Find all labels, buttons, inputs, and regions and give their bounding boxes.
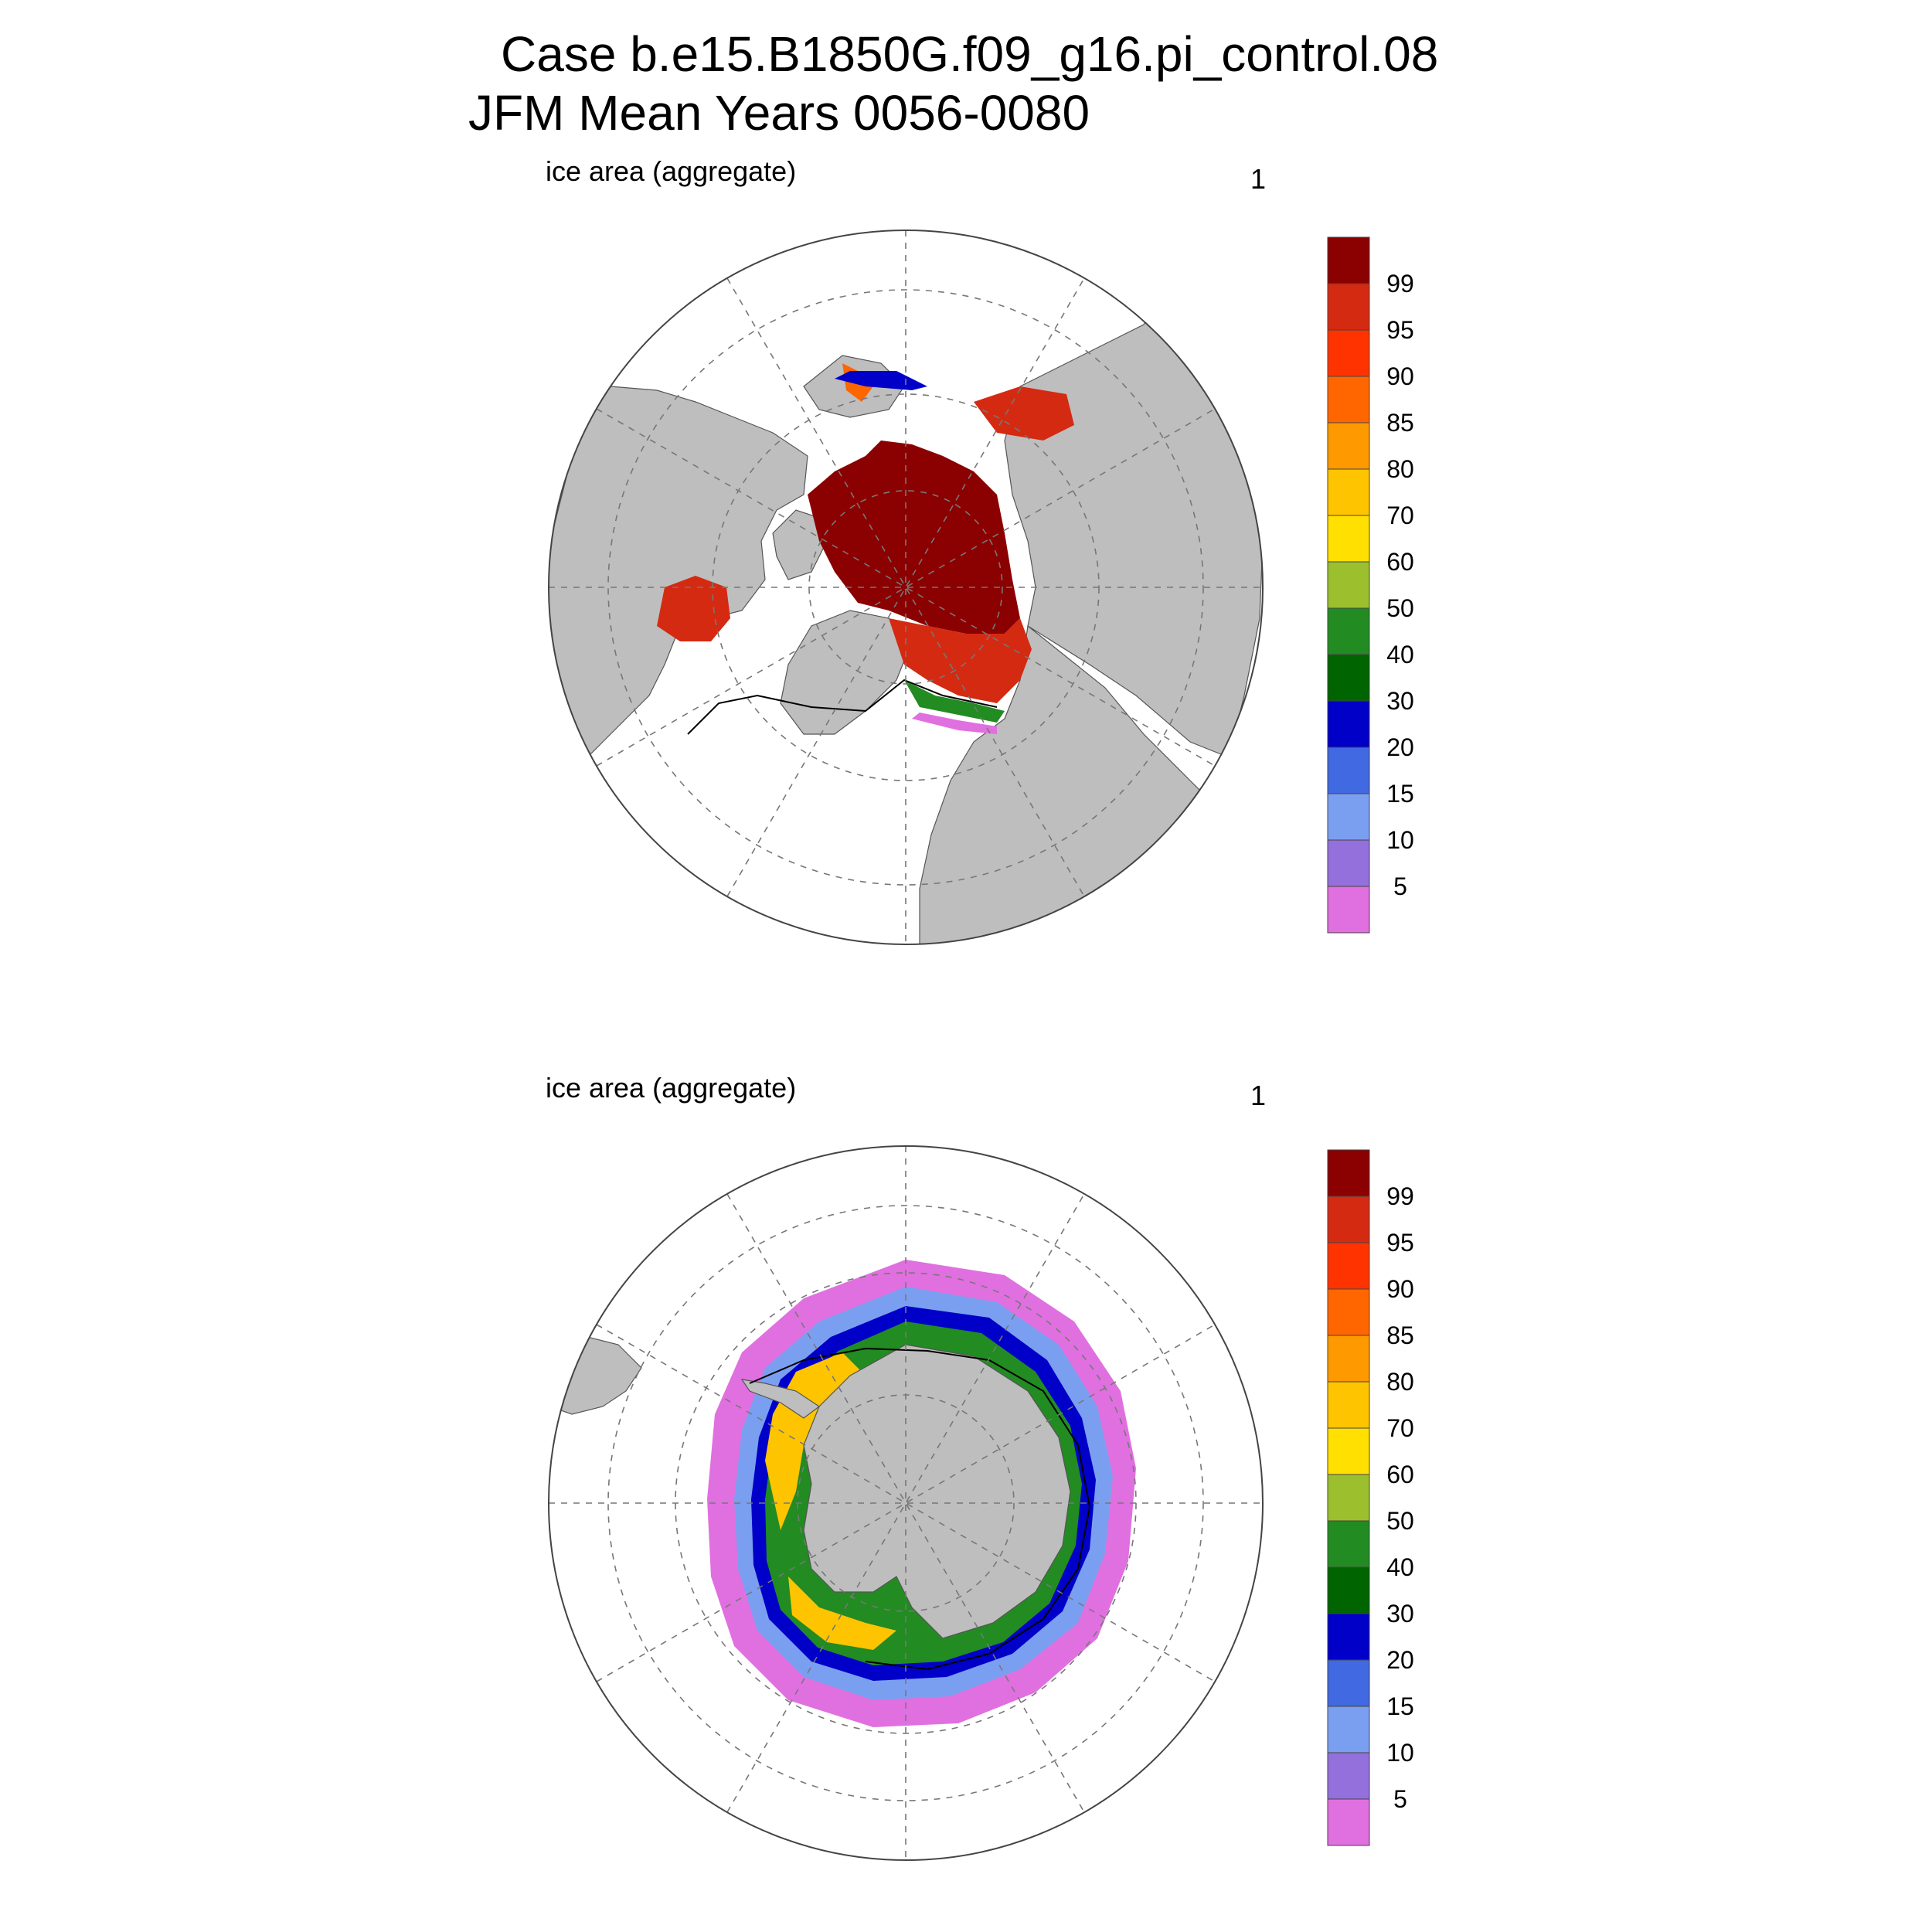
north-polar-map	[549, 230, 1263, 944]
south-colorbar-box-0	[1327, 1149, 1370, 1197]
north-colorbar-box-9	[1327, 654, 1370, 702]
north-colorbar-box-12	[1327, 793, 1370, 841]
south-colorbar-label-13: 5	[1393, 1785, 1407, 1813]
south-colorbar-box-12	[1327, 1706, 1370, 1753]
north-colorbar-label-4: 80	[1386, 455, 1414, 483]
north-colorbar-box-0	[1327, 236, 1370, 284]
north-colorbar-box-10	[1327, 700, 1370, 748]
arctic-archipelago-land	[772, 509, 828, 580]
north-colorbar-label-2: 90	[1386, 362, 1414, 390]
north-colorbar-label-7: 50	[1386, 594, 1414, 622]
north-colorbar-box-2	[1327, 329, 1370, 377]
south-colorbar-label-2: 90	[1386, 1275, 1414, 1303]
south-grid-meridian-60	[596, 1324, 1216, 1682]
north-grid-meridian-60	[596, 408, 1216, 767]
north-colorbar-box-1	[1327, 283, 1370, 331]
south-colorbar-box-10	[1327, 1613, 1370, 1661]
south-colorbar-label-5: 70	[1386, 1414, 1414, 1442]
north-colorbar-box-7	[1327, 561, 1370, 609]
south-ice-edge-contour	[749, 1347, 1091, 1671]
south-colorbar-label-0: 99	[1386, 1182, 1414, 1210]
north-colorbar-label-13: 5	[1393, 872, 1407, 900]
north-colorbar-label-11: 15	[1386, 780, 1414, 808]
north-ice-edge-contour	[687, 679, 998, 735]
south-colorbar-box-5	[1327, 1381, 1370, 1429]
south-panel-units-label: 1	[1250, 1080, 1266, 1111]
north-ice-edge-band-blue	[835, 371, 927, 390]
north-colorbar-label-6: 60	[1386, 548, 1414, 576]
north-colorbar-box-11	[1327, 747, 1370, 794]
north-panel-units-label: 1	[1250, 163, 1266, 195]
south-colorbar-box-1	[1327, 1196, 1370, 1243]
south-colorbar-label-1: 95	[1386, 1229, 1414, 1257]
antarctic-peninsula-land	[740, 1379, 821, 1419]
south-colorbar-label-11: 15	[1386, 1692, 1414, 1720]
south-colorbar-label-6: 60	[1386, 1461, 1414, 1488]
south-colorbar-box-6	[1327, 1427, 1370, 1475]
figure-subtitle: JFM Mean Years 0056-0080	[468, 85, 1090, 141]
south-grid-meridian-30	[726, 1193, 1085, 1813]
north-colorbar-label-9: 30	[1386, 687, 1414, 715]
south-colorbar-box-9	[1327, 1566, 1370, 1614]
south-polar-map	[549, 1146, 1263, 1860]
north-grid-meridian-30	[726, 277, 1085, 897]
north-colorbar-label-10: 20	[1386, 733, 1414, 761]
north-panel-variable-label: ice area (aggregate)	[546, 155, 796, 187]
south-grid-lat-1	[607, 1205, 1204, 1801]
south-colorbar-box-3	[1327, 1288, 1370, 1336]
north-colorbar-box-6	[1327, 515, 1370, 563]
south-map-frame	[548, 1145, 1264, 1861]
north-grid-lat-1	[607, 289, 1204, 886]
south-ice-band-70-weddell	[788, 1577, 896, 1650]
south-colorbar-box-13	[1327, 1752, 1370, 1800]
north-sea-ice-core	[808, 440, 1020, 634]
south-colorbar-box-4	[1327, 1335, 1370, 1383]
south-panel-variable-label: ice area (aggregate)	[546, 1072, 796, 1104]
south-colorbar-label-4: 80	[1386, 1368, 1414, 1396]
north-grid-meridian-150	[726, 277, 1085, 897]
north-colorbar-box-14	[1327, 886, 1370, 934]
south-grid-meridian-120	[596, 1324, 1216, 1682]
south-grid-meridian-150	[726, 1193, 1085, 1813]
figure-title: Case b.e15.B1850G.f09_g16.pi_control.08	[501, 26, 1438, 82]
north-colorbar-label-8: 40	[1386, 641, 1414, 668]
north-colorbar-label-0: 99	[1386, 270, 1414, 298]
north-colorbar: 99 95 90 85 80 70 60 50 40 30 20 15 10 5	[1327, 236, 1414, 934]
north-ice-edge-band-pink	[912, 713, 997, 734]
south-panel: ice area (aggregate) 1	[546, 1072, 1266, 1861]
north-colorbar-box-5	[1327, 468, 1370, 516]
north-colorbar-box-3	[1327, 376, 1370, 423]
south-colorbar-label-12: 10	[1386, 1739, 1414, 1767]
north-ice-edge-band-green	[904, 680, 1005, 723]
north-colorbar-label-3: 85	[1386, 409, 1414, 437]
south-colorbar-label-3: 85	[1386, 1321, 1414, 1349]
north-colorbar-box-8	[1327, 607, 1370, 655]
south-colorbar-label-8: 40	[1386, 1553, 1414, 1581]
south-colorbar-box-7	[1327, 1474, 1370, 1522]
hudson-bay-ice	[974, 386, 1074, 440]
north-colorbar-label-12: 10	[1386, 826, 1414, 854]
south-colorbar-label-10: 20	[1386, 1646, 1414, 1674]
south-colorbar-label-7: 50	[1386, 1507, 1414, 1535]
north-grid-meridian-120	[596, 408, 1216, 767]
south-colorbar-box-14	[1327, 1798, 1370, 1846]
north-colorbar-box-4	[1327, 422, 1370, 470]
north-panel: ice area (aggregate) 1	[546, 155, 1266, 945]
south-colorbar-box-2	[1327, 1242, 1370, 1290]
south-colorbar: 99 95 90 85 80 70 60 50 40 30 20 15 10 5	[1327, 1149, 1414, 1846]
north-map-frame	[548, 230, 1264, 945]
south-colorbar-box-8	[1327, 1520, 1370, 1568]
north-grid-lat-3	[808, 490, 1003, 685]
south-colorbar-box-11	[1327, 1659, 1370, 1707]
north-colorbar-box-13	[1327, 839, 1370, 887]
greenland-land	[780, 610, 913, 735]
north-colorbar-label-5: 70	[1386, 502, 1414, 529]
north-colorbar-label-1: 95	[1386, 316, 1414, 344]
baffin-bay-ice	[657, 576, 730, 641]
south-colorbar-label-9: 30	[1386, 1600, 1414, 1628]
